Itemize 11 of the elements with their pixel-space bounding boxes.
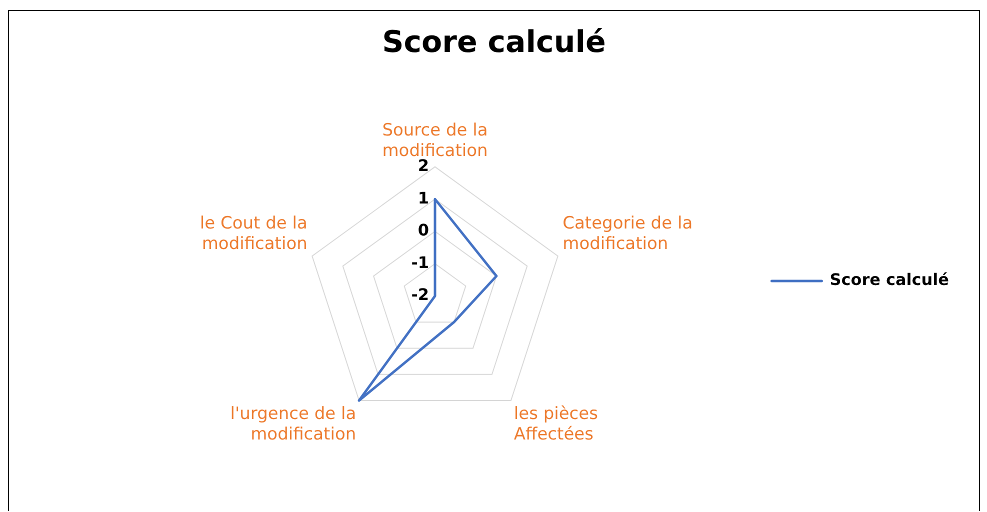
spoke-label: le Cout de la modification [200, 213, 308, 254]
y-tick-label: 0 [418, 220, 429, 240]
y-tick-label: -2 [411, 285, 429, 304]
chart-title: Score calculé [381, 25, 607, 60]
spoke-label: les pièces Affectées [514, 404, 598, 445]
y-tick-label: -1 [411, 252, 429, 272]
spoke-label: l'urgence de la modification [230, 404, 356, 445]
y-tick-label: 2 [418, 156, 429, 175]
legend-label: Score calculé [830, 270, 950, 290]
spoke-label: Categorie de la modification [562, 213, 693, 254]
y-tick-label: 1 [418, 188, 429, 208]
